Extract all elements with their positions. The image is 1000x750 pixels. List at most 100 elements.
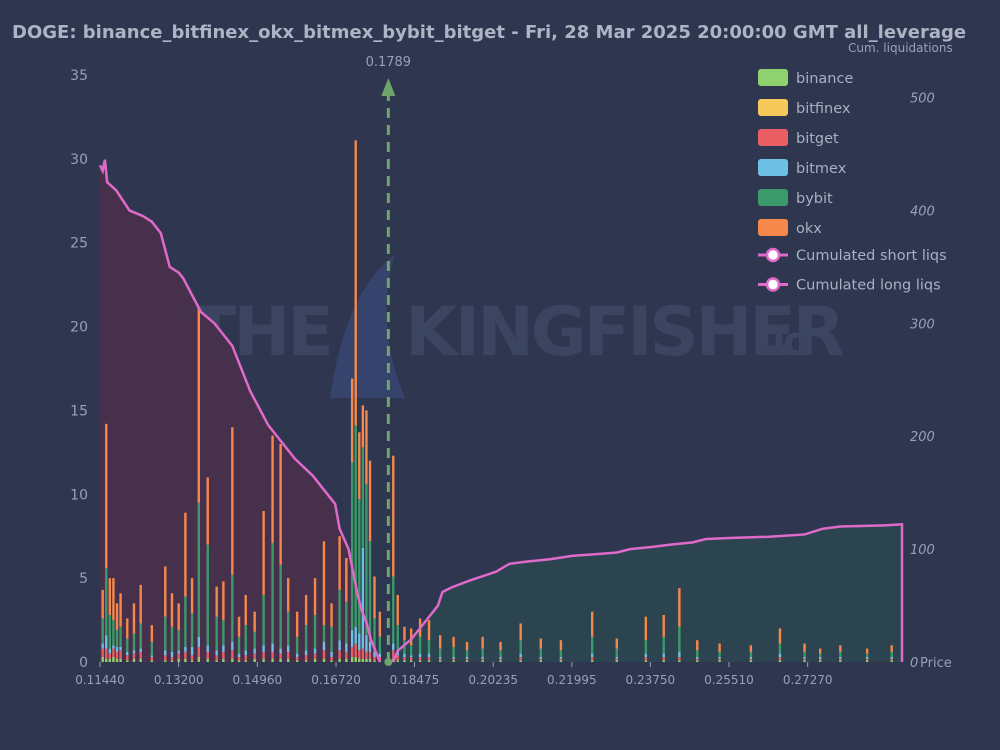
bar-okx <box>365 410 368 485</box>
bar-binance <box>368 658 372 662</box>
bar-okx <box>262 511 265 595</box>
bar-okx <box>345 558 348 602</box>
legend-label-bitfinex: bitfinex <box>796 101 851 117</box>
bar-bitmex <box>197 636 200 647</box>
bar-okx <box>119 593 122 627</box>
bar-binance <box>427 660 431 662</box>
bar-binance <box>330 660 333 662</box>
bar-binance <box>778 660 782 662</box>
bar-okx <box>452 636 455 647</box>
bar-bitget <box>452 658 455 661</box>
bar-bybit <box>177 630 180 651</box>
bar-bitmex <box>890 656 893 659</box>
bar-okx <box>749 645 753 652</box>
bar-bybit <box>262 594 265 646</box>
bar-binance <box>184 658 187 662</box>
bar-bitmex <box>237 653 241 657</box>
right-axis-label: Cum. liquidations <box>848 41 953 55</box>
bar-bitmex <box>818 656 822 659</box>
bar-binance <box>206 658 209 662</box>
bar-bitmex <box>287 645 290 652</box>
bar-okx <box>279 443 282 565</box>
bar-bitget <box>177 653 180 659</box>
bar-okx <box>409 628 413 646</box>
bar-okx <box>164 566 167 617</box>
bar-bybit <box>215 616 218 651</box>
bar-bybit <box>206 544 209 646</box>
bar-bybit <box>237 636 241 654</box>
bar-binance <box>403 660 406 662</box>
bar-bitget <box>279 653 282 659</box>
bar-bitmex <box>262 645 265 652</box>
bar-okx <box>354 140 357 426</box>
bar-binance <box>452 660 455 662</box>
bar-bybit <box>164 616 167 651</box>
bar-bitget <box>803 658 806 661</box>
bar-binance <box>662 660 665 662</box>
legend-label-binance: binance <box>796 71 853 87</box>
bar-bybit <box>409 645 413 656</box>
bar-bitget <box>818 658 822 661</box>
legend-marker-long <box>765 277 781 292</box>
bar-bitget <box>678 656 681 661</box>
bar-bitmex <box>126 651 129 656</box>
bar-bybit <box>519 640 522 654</box>
bar-bybit <box>253 631 256 649</box>
bar-bybit <box>231 574 234 642</box>
bar-binance <box>132 658 136 662</box>
bar-bitmex <box>499 656 502 659</box>
bar-bitget <box>304 655 308 661</box>
bar-bitget <box>499 658 502 661</box>
bar-bitmex <box>839 656 842 659</box>
right-tick-label: 100 <box>910 543 935 558</box>
bar-okx <box>499 641 502 651</box>
bar-bitmex <box>132 650 136 654</box>
current-price-dot <box>384 658 393 666</box>
bar-okx <box>126 618 129 639</box>
bar-bitget <box>322 650 326 659</box>
x-tick-label: 0.14960 <box>233 673 283 687</box>
bar-bybit <box>222 620 225 646</box>
bar-binance <box>304 660 308 662</box>
bar-bitget <box>865 658 869 661</box>
bar-bybit <box>818 653 822 657</box>
bar-okx <box>678 588 681 627</box>
legend-swatch-bitget <box>758 129 788 146</box>
bar-bitget <box>481 658 484 661</box>
left-tick-label: 10 <box>70 487 88 503</box>
right-tick-label: 500 <box>910 92 935 107</box>
right-tick-label: 400 <box>910 204 935 219</box>
bar-bitget <box>197 646 200 657</box>
bar-bybit <box>108 615 112 649</box>
bar-bitmex <box>590 653 594 657</box>
bar-bitmex <box>164 650 167 656</box>
bar-okx <box>271 435 274 543</box>
bar-okx <box>392 455 395 577</box>
bar-okx <box>244 594 247 626</box>
x-tick-label: 0.23750 <box>626 673 676 687</box>
bar-bybit <box>465 650 469 657</box>
legend-swatch-okx <box>758 219 788 236</box>
bar-bybit <box>373 618 376 652</box>
bar-bybit <box>184 596 187 647</box>
bar-bitget <box>590 656 594 661</box>
bar-bitget <box>350 646 354 657</box>
bar-bitmex <box>696 656 699 659</box>
bar-binance <box>539 660 542 662</box>
bar-bitmex <box>253 648 256 654</box>
bar-bitmex <box>101 643 104 649</box>
liquidation-bars <box>101 140 893 662</box>
bar-bybit <box>197 502 200 637</box>
x-tick-label: 0.13200 <box>154 673 204 687</box>
legend-swatch-binance <box>758 69 788 86</box>
bar-okx <box>519 623 522 641</box>
bar-bitmex <box>365 635 368 652</box>
bar-bitget <box>237 656 241 661</box>
bar-bitmex <box>112 645 115 649</box>
bar-bybit <box>105 568 108 636</box>
bar-okx <box>115 603 119 631</box>
bar-binance <box>112 656 115 662</box>
bar-binance <box>803 660 806 662</box>
bar-bybit <box>313 615 317 649</box>
left-tick-label: 20 <box>70 320 88 336</box>
